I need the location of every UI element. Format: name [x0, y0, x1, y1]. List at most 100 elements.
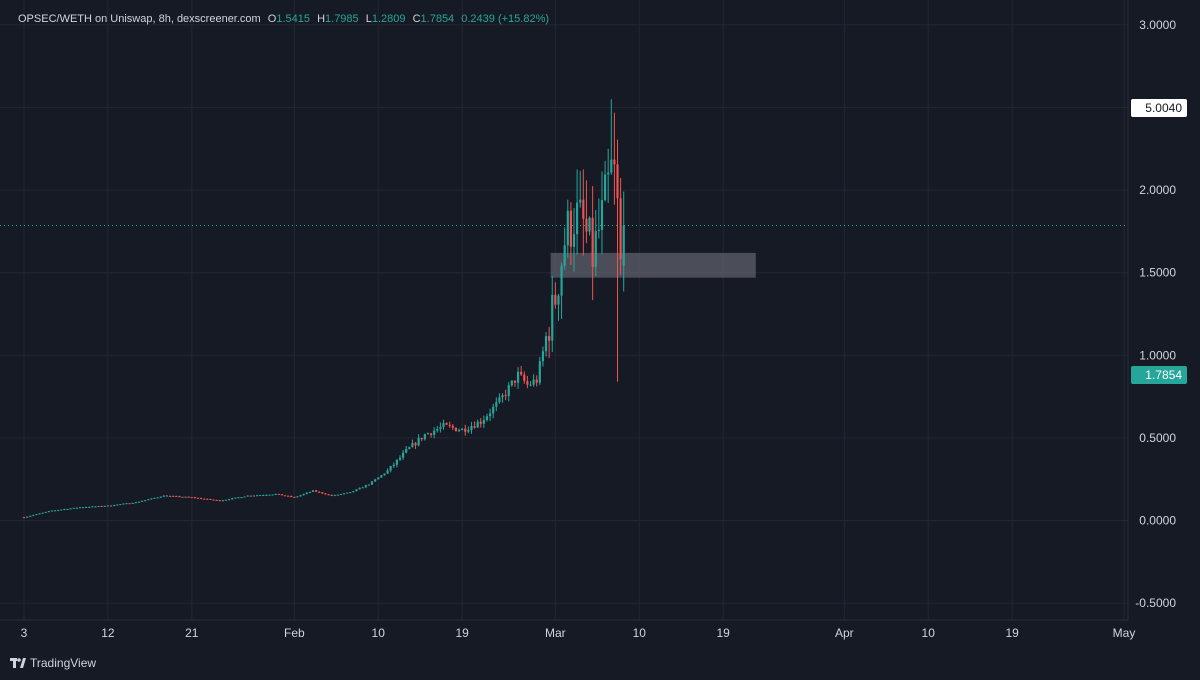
candle-body	[548, 336, 551, 341]
candle-body	[386, 470, 389, 474]
y-tick-label: 2.0000	[1139, 183, 1176, 197]
candle-body	[538, 361, 541, 383]
candle-body	[234, 497, 237, 499]
candle-body	[613, 159, 616, 165]
candle-body	[209, 498, 212, 500]
tradingview-logo[interactable]: TradingView	[10, 656, 96, 670]
candle-body	[551, 294, 554, 341]
candle-body	[78, 507, 82, 509]
support-zone[interactable]	[550, 252, 756, 278]
candle-body	[495, 402, 498, 407]
symbol-title: OPSEC/WETH on Uniswap, 8h, dexscreener.c…	[18, 13, 261, 25]
candle-body	[100, 505, 103, 507]
candle-body	[193, 497, 196, 499]
candle-body	[63, 509, 66, 511]
candle-body	[585, 218, 588, 232]
candle-body	[53, 510, 57, 512]
candle-body	[35, 514, 38, 516]
candle-body	[411, 443, 414, 448]
candle-body	[283, 495, 287, 497]
candle-body	[262, 495, 265, 497]
x-tick-label: 19	[455, 626, 469, 640]
candle-body	[318, 491, 321, 493]
candle-body	[125, 503, 128, 505]
x-tick-label: Apr	[835, 626, 854, 640]
candle-body	[398, 457, 402, 460]
candle-body	[523, 374, 526, 382]
candle-body	[240, 497, 243, 499]
candle-body	[178, 496, 181, 498]
candle-body	[597, 229, 600, 232]
candle-body	[426, 433, 430, 435]
candle-body	[420, 437, 423, 440]
candle-body	[442, 423, 445, 427]
candle-body	[361, 487, 364, 489]
candle-body	[265, 494, 268, 496]
candle-body	[374, 479, 377, 482]
candle-body	[277, 493, 280, 495]
x-tick-label: May	[1113, 626, 1136, 640]
candle-body	[467, 430, 470, 432]
candle-body	[259, 495, 262, 497]
candle-body	[408, 447, 411, 449]
candle-body	[417, 437, 420, 446]
candle-body	[346, 492, 349, 494]
symbol-legend: OPSEC/WETH on Uniswap, 8h, dexscreener.c…	[18, 13, 549, 25]
candle-body	[88, 506, 91, 508]
candle-body	[507, 385, 510, 396]
candle-body	[305, 492, 308, 494]
candle-body	[293, 496, 296, 498]
candle-body	[516, 371, 520, 383]
y-tick-label: 0.5000	[1139, 431, 1176, 445]
x-tick-label: Feb	[284, 626, 305, 640]
candle-body	[175, 495, 178, 497]
candle-body	[600, 200, 604, 230]
candle-body	[280, 494, 283, 496]
candle-body	[476, 421, 479, 428]
candle-body	[290, 495, 293, 497]
tradingview-icon	[10, 657, 26, 669]
close-label: C	[412, 13, 421, 25]
candle-body	[106, 505, 109, 507]
candle-body	[414, 443, 417, 446]
x-tick-label: 10	[922, 626, 936, 640]
low-value: 1.2809	[371, 13, 406, 25]
candle-body	[140, 500, 144, 502]
candle-body	[159, 496, 162, 498]
change-value: 0.2439 (+15.82%)	[461, 13, 550, 25]
candle-body	[504, 395, 507, 397]
candle-body	[41, 512, 44, 514]
open-value: 1.5415	[276, 13, 310, 25]
candle-body	[215, 499, 218, 501]
candle-body	[162, 495, 165, 497]
candle-body	[302, 493, 305, 496]
candle-body	[75, 507, 78, 509]
candle-body	[526, 381, 529, 385]
candlestick-series	[22, 99, 625, 519]
zone-rect[interactable]	[550, 252, 756, 278]
y-tick-label: -1.0000	[1135, 679, 1176, 680]
candle-body	[246, 495, 249, 497]
candle-body	[44, 511, 47, 513]
candle-body	[392, 464, 395, 467]
time-axis[interactable]: 3 12 21 Feb 10 19 Mar 10 19 Apr 10 19 May	[21, 626, 1136, 640]
candle-body	[367, 484, 371, 486]
candle-body	[26, 516, 29, 518]
candle-body	[510, 380, 513, 386]
candle-body	[594, 231, 597, 267]
grid-lines	[0, 0, 1128, 620]
candle-body	[402, 452, 405, 458]
candle-body	[457, 430, 461, 432]
candle-body	[131, 502, 134, 504]
candle-body	[569, 210, 572, 247]
candle-body	[513, 380, 517, 383]
candle-body	[370, 481, 374, 485]
candle-body	[470, 426, 473, 431]
candle-body	[134, 502, 137, 504]
candle-body	[622, 225, 625, 266]
y-tick-label: 1.0000	[1139, 348, 1176, 362]
candle-body	[181, 496, 184, 498]
candle-body	[203, 498, 206, 500]
candle-body	[47, 511, 50, 513]
